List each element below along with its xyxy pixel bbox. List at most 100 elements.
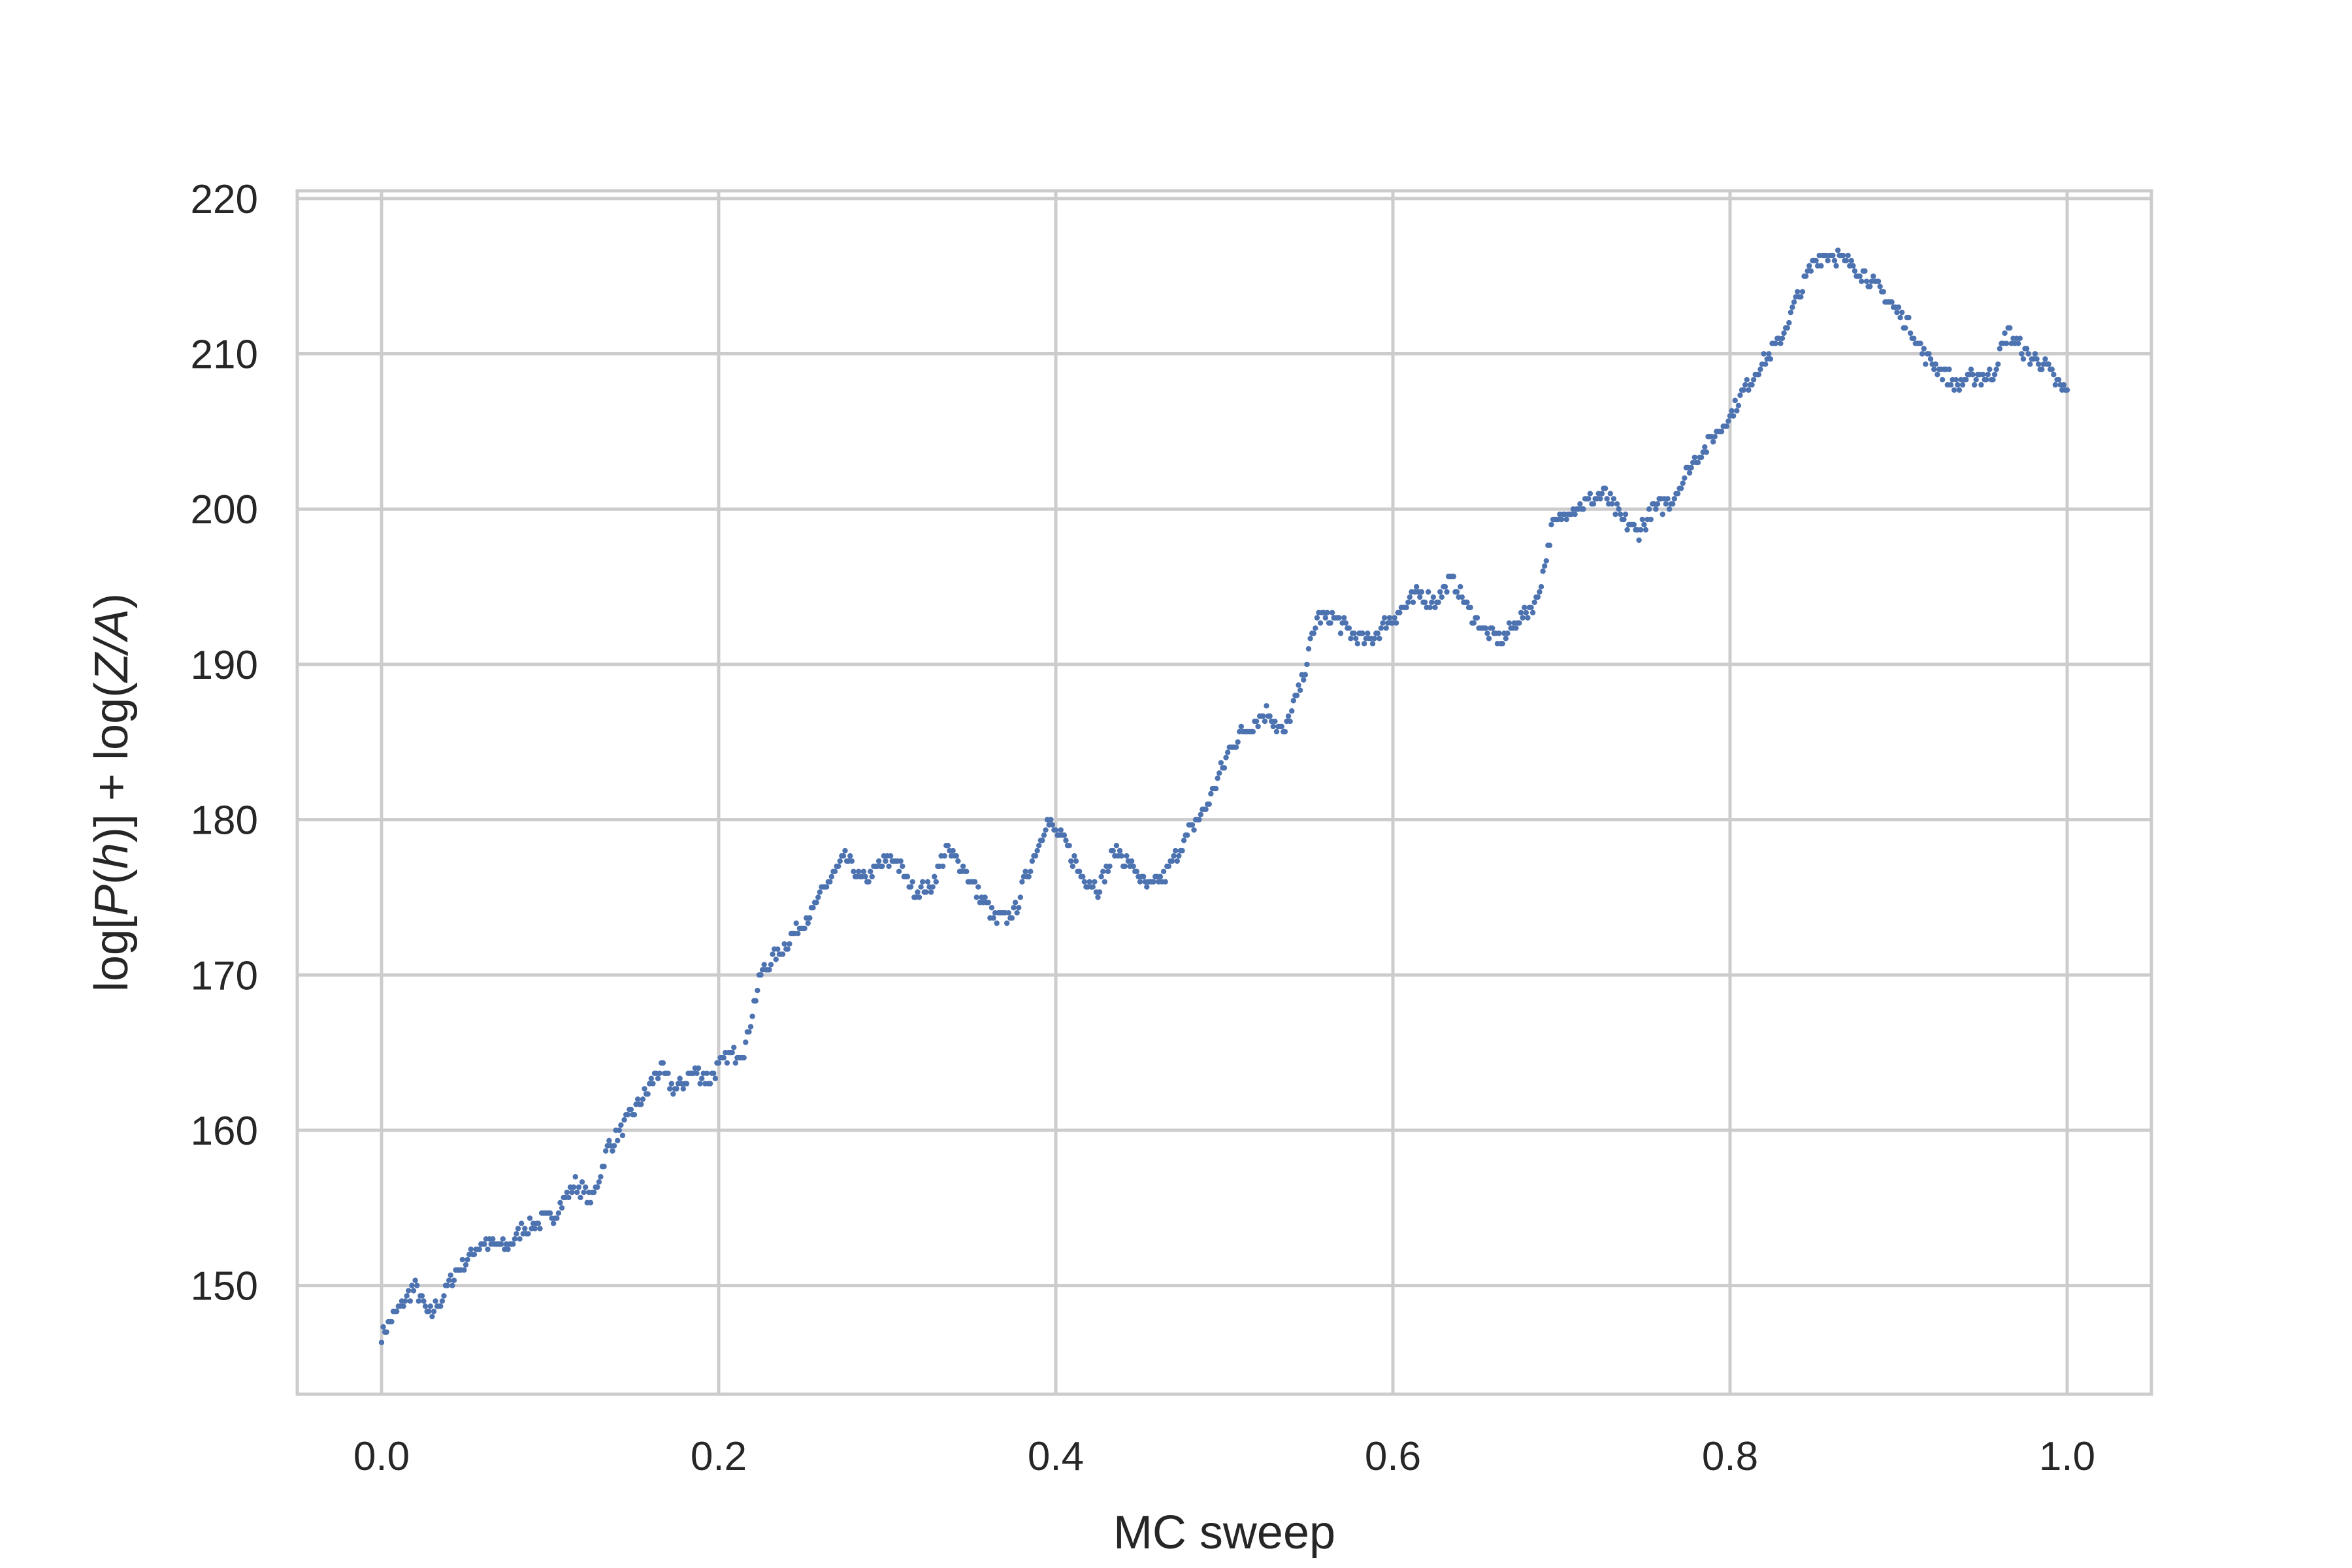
data-point [564, 1189, 570, 1196]
data-point [402, 1298, 408, 1304]
data-point [707, 1081, 713, 1086]
data-point [1206, 801, 1212, 808]
data-point [1215, 776, 1220, 781]
data-point [1260, 713, 1266, 719]
data-point [761, 962, 767, 968]
data-point [1343, 620, 1348, 626]
data-point [964, 868, 970, 875]
data-point [459, 1256, 466, 1263]
data-point [1933, 361, 1938, 367]
y-axis-label: log[P(h)] + log(Z/A) [86, 593, 138, 992]
data-point [802, 925, 808, 932]
data-point [1985, 372, 1991, 378]
data-point [595, 1184, 600, 1190]
data-point [1017, 894, 1024, 900]
x-tick-label: 0.8 [1702, 1434, 1758, 1479]
data-point [601, 1164, 607, 1169]
data-point [1845, 252, 1851, 259]
data-point [731, 1044, 737, 1051]
data-point [1624, 527, 1630, 533]
data-point [1458, 583, 1463, 590]
data-point [1505, 630, 1511, 636]
data-point [1137, 879, 1143, 885]
data-point [1535, 594, 1541, 600]
data-point [1691, 454, 1698, 461]
data-point [823, 884, 830, 890]
data-point [1899, 309, 1905, 316]
data-point [1418, 589, 1425, 595]
data-point [1068, 858, 1074, 864]
data-point [579, 1179, 585, 1185]
data-point [1380, 620, 1386, 626]
data-point [721, 1054, 727, 1061]
data-point [1346, 625, 1352, 631]
data-point [670, 1091, 676, 1097]
data-point [883, 858, 889, 864]
data-point [697, 1081, 703, 1086]
data-point [446, 1277, 452, 1283]
data-point [1537, 589, 1543, 595]
data-point [985, 900, 992, 906]
data-point [1610, 496, 1617, 502]
data-point [1113, 843, 1120, 849]
data-point [650, 1081, 656, 1086]
data-point [1688, 465, 1694, 471]
data-point [1176, 853, 1182, 859]
data-point [1971, 382, 1978, 388]
data-point [960, 863, 966, 870]
data-point [1602, 485, 1609, 491]
data-point [532, 1226, 538, 1232]
data-point [1766, 351, 1772, 357]
data-point [683, 1081, 690, 1086]
data-point [1540, 568, 1546, 574]
data-point [1039, 838, 1045, 843]
data-point [1107, 863, 1113, 870]
data-point [1870, 273, 1876, 279]
data-point [598, 1174, 604, 1180]
data-point [1993, 367, 1999, 372]
data-point [842, 847, 848, 854]
data-point [1746, 387, 1752, 393]
y-tick-label: 150 [191, 1264, 258, 1309]
data-point [1130, 863, 1136, 870]
x-tick-label: 1.0 [2039, 1434, 2095, 1479]
data-point [657, 1070, 662, 1077]
data-point [1294, 693, 1300, 698]
data-point [1160, 868, 1167, 875]
data-point [1474, 615, 1480, 621]
data-point [505, 1246, 511, 1252]
data-point [1757, 367, 1763, 372]
data-point [1435, 599, 1441, 606]
data-point [1314, 615, 1320, 621]
data-point [915, 889, 921, 895]
data-point [875, 858, 882, 864]
data-point [668, 1081, 674, 1086]
data-point [471, 1251, 478, 1258]
data-point [1110, 847, 1116, 854]
data-point [941, 853, 947, 859]
data-point [1895, 304, 1902, 310]
data-point [916, 894, 923, 900]
data-point [1852, 268, 1858, 274]
data-point [1369, 641, 1376, 647]
data-point [990, 915, 996, 921]
data-point [1403, 604, 1409, 610]
data-point [1723, 423, 1730, 429]
data-point [557, 1200, 563, 1206]
data-point [741, 1054, 747, 1061]
data-point [1305, 645, 1312, 652]
data-point [1572, 511, 1578, 517]
data-point [1053, 827, 1059, 833]
data-point [1750, 376, 1757, 383]
data-point [907, 884, 914, 890]
data-point [2042, 356, 2048, 362]
data-point [1217, 770, 1222, 776]
data-point [1735, 402, 1742, 408]
data-point [618, 1122, 624, 1128]
data-point [634, 1096, 641, 1102]
data-point [1329, 610, 1335, 615]
data-point [1353, 636, 1359, 642]
data-point [1009, 915, 1015, 921]
data-points [378, 247, 2070, 1345]
data-point [476, 1246, 482, 1252]
